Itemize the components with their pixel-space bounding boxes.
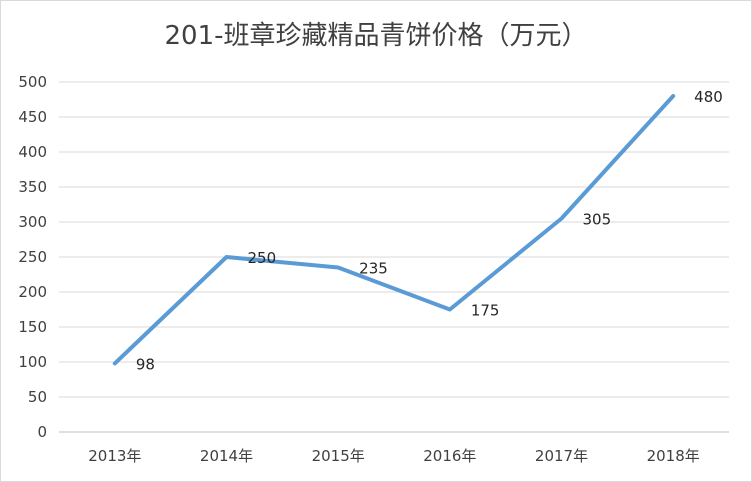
data-label: 175	[471, 302, 500, 320]
data-label: 98	[136, 355, 155, 373]
x-tick-label: 2016年	[423, 447, 476, 465]
data-label: 250	[248, 249, 277, 267]
series-line	[112, 94, 676, 366]
y-tick-label: 0	[37, 423, 47, 441]
y-tick-label: 200	[18, 283, 47, 301]
y-tick-label: 350	[18, 178, 47, 196]
y-tick-label: 300	[18, 213, 47, 231]
x-tick-label: 2017年	[535, 447, 588, 465]
data-label: 235	[359, 260, 388, 278]
y-tick-label: 250	[18, 248, 47, 266]
x-tick-label: 2014年	[200, 447, 253, 465]
y-tick-label: 100	[18, 353, 47, 371]
y-tick-label: 500	[18, 73, 47, 91]
y-tick-label: 450	[18, 108, 47, 126]
y-tick-label: 50	[28, 388, 47, 406]
x-tick-label: 2018年	[647, 447, 700, 465]
y-tick-label: 150	[18, 318, 47, 336]
data-label: 480	[694, 88, 723, 106]
x-tick-label: 2015年	[312, 447, 365, 465]
x-tick-label: 2013年	[88, 447, 141, 465]
chart-title: 201-班章珍藏精品青饼价格（万元）	[164, 21, 588, 51]
y-tick-label: 400	[18, 143, 47, 161]
data-label: 305	[583, 211, 612, 229]
